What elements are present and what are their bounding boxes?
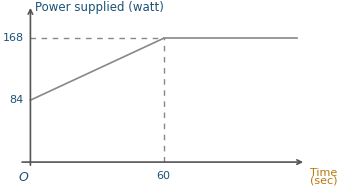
- Text: 168: 168: [3, 33, 24, 43]
- Text: Power supplied (watt): Power supplied (watt): [35, 1, 164, 14]
- Text: O: O: [18, 171, 28, 184]
- Text: 60: 60: [157, 171, 171, 181]
- Text: (sec): (sec): [311, 175, 338, 185]
- Text: 84: 84: [9, 95, 24, 105]
- Text: Time: Time: [311, 168, 338, 178]
